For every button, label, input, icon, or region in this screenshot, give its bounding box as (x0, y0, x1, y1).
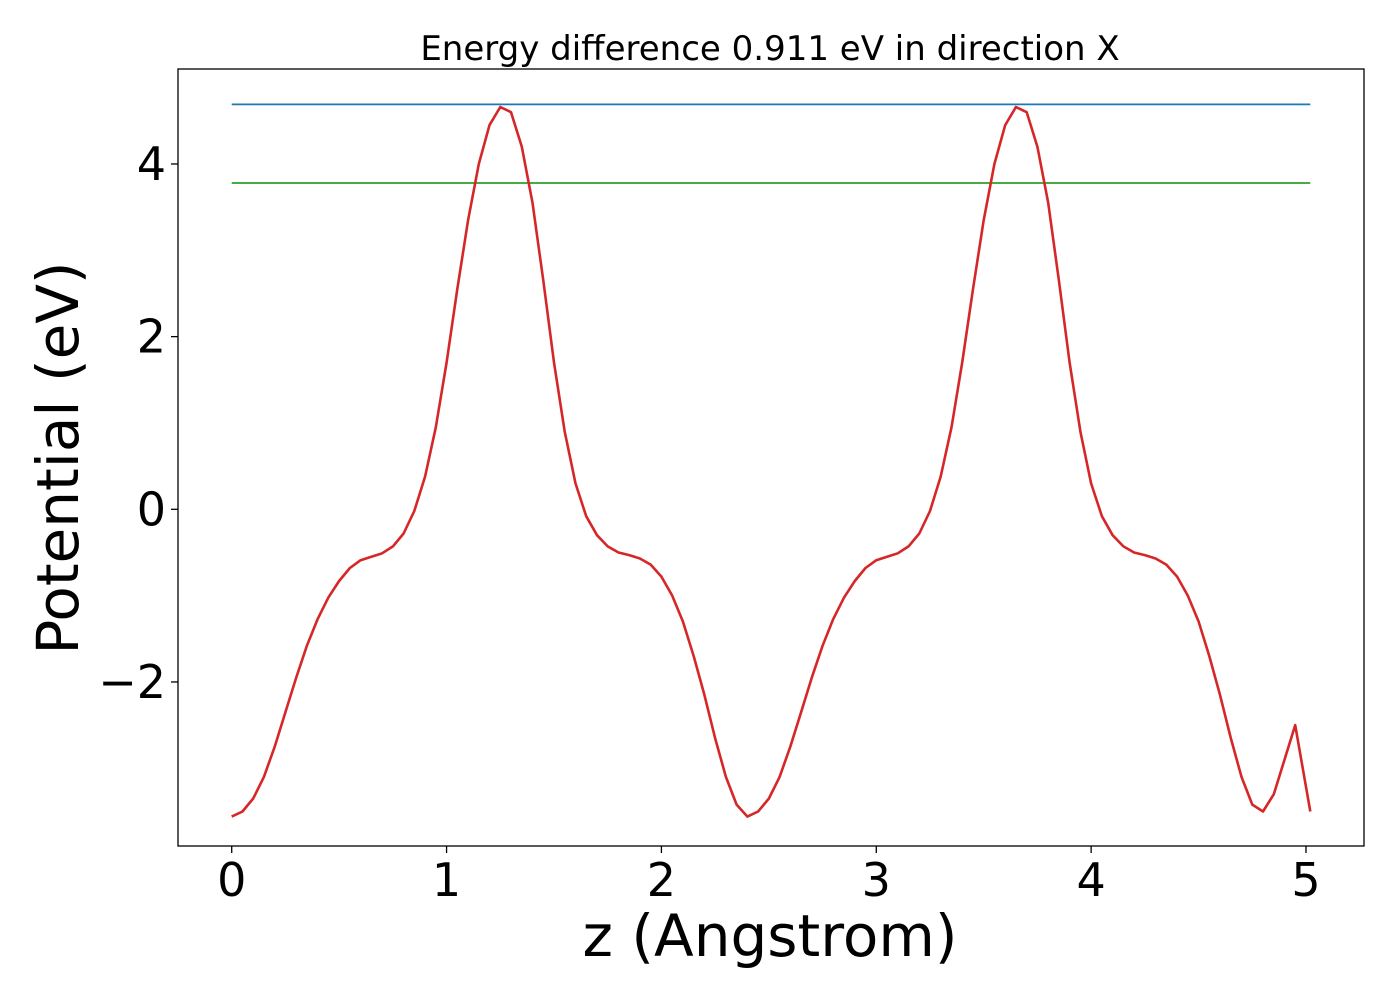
x-tick-label: 0 (217, 853, 246, 907)
series-line-0 (231, 105, 1312, 818)
plot-area-frame (177, 68, 1365, 847)
y-tick-label: −2 (98, 655, 166, 709)
x-axis-ticks: 0 1 2 3 4 5 (217, 846, 1321, 907)
y-axis-ticks: −2 0 2 4 (98, 137, 178, 709)
x-tick-label: 1 (432, 853, 461, 907)
y-tick-label: 0 (137, 482, 166, 536)
y-tick-label: 2 (137, 310, 166, 364)
chart-title: Energy difference 0.911 eV in direction … (420, 29, 1119, 69)
x-tick-label: 5 (1291, 853, 1320, 907)
x-tick-label: 2 (647, 853, 676, 907)
x-tick-label: 3 (862, 853, 891, 907)
series-layer (231, 103, 1312, 818)
x-axis-label: z (Angstrom) (583, 902, 958, 970)
x-tick-label: 4 (1076, 853, 1105, 907)
y-tick-label: 4 (137, 137, 166, 191)
y-axis-label: Potential (eV) (24, 261, 92, 654)
